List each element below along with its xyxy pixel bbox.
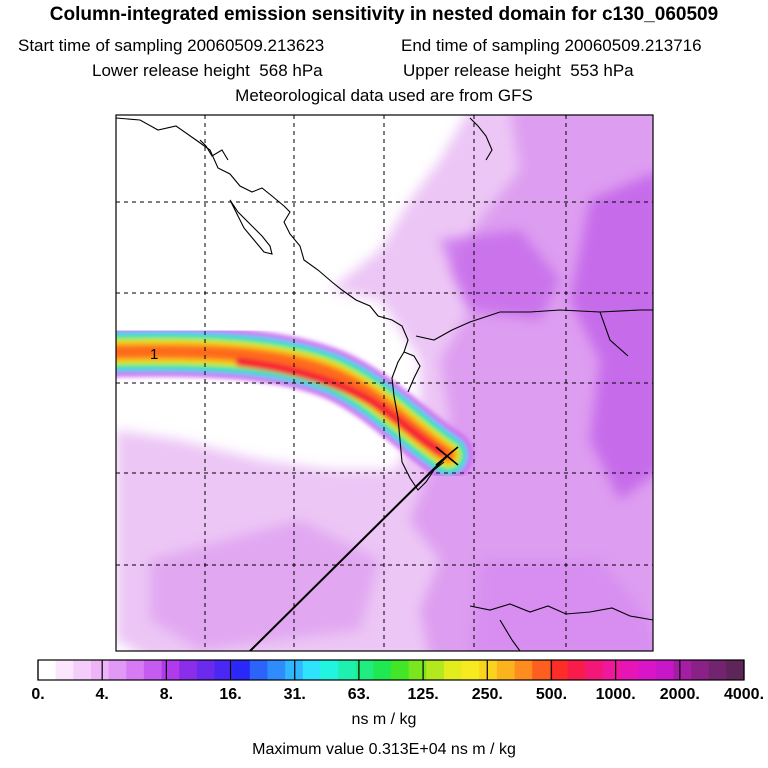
colorbar-segment: [302, 660, 321, 680]
colorbar-segment: [214, 660, 233, 680]
baja-coastline: [229, 199, 273, 255]
map-frame: [115, 114, 654, 652]
colorbar-tick-label: 1000.: [595, 686, 636, 703]
colorbar-tick-label: 250.: [471, 686, 503, 703]
colorbar-segment: [655, 660, 674, 680]
colorbar-segment: [249, 660, 268, 680]
colorbar-segment: [355, 660, 374, 680]
colorbar-tick-label: 125.: [407, 686, 439, 703]
central-america-coast: [469, 603, 653, 621]
colorbar-segment: [285, 660, 304, 680]
colorbar-tick-label: 500.: [535, 686, 568, 703]
colorbar-segment: [391, 660, 410, 680]
plume: [116, 326, 473, 480]
chart-title: Column-integrated emission sensitivity i…: [49, 4, 719, 25]
colorbar-segment: [426, 660, 445, 680]
colorbar-tick-label: 31.: [283, 686, 306, 703]
coastlines: [116, 117, 653, 651]
met-data-note: Meteorological data used are from GFS: [235, 86, 533, 105]
colorbar-segment: [620, 660, 639, 680]
plume-band: [235, 357, 445, 457]
colorbar-segment: [196, 660, 215, 680]
colorbar-segment: [479, 660, 498, 680]
colorbar-segment: [108, 660, 127, 680]
coastline: [116, 117, 445, 491]
colorbar-segment: [143, 660, 162, 680]
central-america-coast: [499, 619, 521, 651]
colorbar-segment: [232, 660, 251, 680]
release-point-marker: [435, 446, 459, 466]
colorbar-tick-label: 8.: [159, 686, 174, 703]
flight-track: [249, 446, 459, 651]
high-sensitivity-patch: [440, 230, 560, 320]
colorbar-segment: [496, 660, 515, 680]
colorbar-ticks: [37, 660, 745, 680]
colorbar-tick-label: 63.: [347, 686, 371, 703]
lower-release-label: Lower release height: [92, 61, 250, 80]
colorbar-segment: [461, 660, 480, 680]
colorbar-segment: [691, 660, 710, 680]
start-time-label: Start time of sampling: [18, 36, 183, 55]
colorbar-segment: [726, 660, 745, 680]
colorbar-segment: [55, 660, 74, 680]
colorbar-segment: [320, 660, 339, 680]
colorbar-tick-label: 4000.: [723, 686, 765, 703]
colorbar-segment: [708, 660, 727, 680]
gulf-of-mexico-coast: [469, 117, 493, 161]
colorbar-segment: [126, 660, 145, 680]
colorbar-segment: [373, 660, 392, 680]
map-area: 1: [116, 115, 653, 651]
upper-release-value: 553 hPa: [570, 61, 634, 80]
colorbar-tick-label: 2000.: [659, 686, 700, 703]
release-label: 1: [150, 346, 158, 363]
colorbar: [38, 660, 745, 680]
colorbar-segment: [567, 660, 586, 680]
colorbar-tick-label: 0.: [31, 686, 45, 703]
colorbar-segment: [179, 660, 198, 680]
colorbar-segment: [408, 660, 427, 680]
colorbar-segment: [38, 660, 57, 680]
colorbar-segment: [532, 660, 551, 680]
sensitivity-field: [116, 115, 653, 651]
colorbar-segment: [338, 660, 357, 680]
border-line: [415, 309, 653, 341]
colorbar-segment: [638, 660, 657, 680]
colorbar-tick-label: 4.: [95, 686, 109, 703]
end-time: End time of sampling 20060509.213716: [401, 36, 702, 56]
coastal-sensitivity-patch: [150, 520, 380, 650]
border-line: [599, 311, 629, 357]
upper-release-label: Upper release height: [403, 61, 561, 80]
colorbar-segment: [73, 660, 92, 680]
grid: [116, 115, 653, 651]
high-sensitivity-region: [570, 173, 653, 500]
upper-release-height: Upper release height 553 hPa: [403, 61, 634, 81]
lower-release-value: 568 hPa: [259, 61, 323, 80]
start-time: Start time of sampling 20060509.213623: [18, 36, 324, 56]
colorbar-segment: [514, 660, 533, 680]
colorbar-segment: [161, 660, 180, 680]
end-time-label: End time of sampling: [401, 36, 560, 55]
colorbar-segment: [443, 660, 462, 680]
end-time-value: 20060509.213716: [564, 36, 702, 55]
colorbar-tick-label: 16.: [219, 686, 242, 703]
colorbar-units: ns m / kg: [351, 711, 417, 728]
start-time-value: 20060509.213623: [187, 36, 325, 55]
colorbar-segment: [673, 660, 692, 680]
colorbar-segment: [602, 660, 621, 680]
gulf-coastline: [199, 139, 229, 161]
colorbar-segment: [90, 660, 109, 680]
track-line: [249, 455, 448, 651]
max-value: Maximum value 0.313E+04 ns m / kg: [252, 741, 516, 758]
colorbar-segment: [549, 660, 568, 680]
colorbar-segment: [267, 660, 286, 680]
lower-release-height: Lower release height 568 hPa: [92, 61, 323, 81]
colorbar-segment: [585, 660, 604, 680]
lower-sensitivity-patch: [470, 560, 653, 651]
